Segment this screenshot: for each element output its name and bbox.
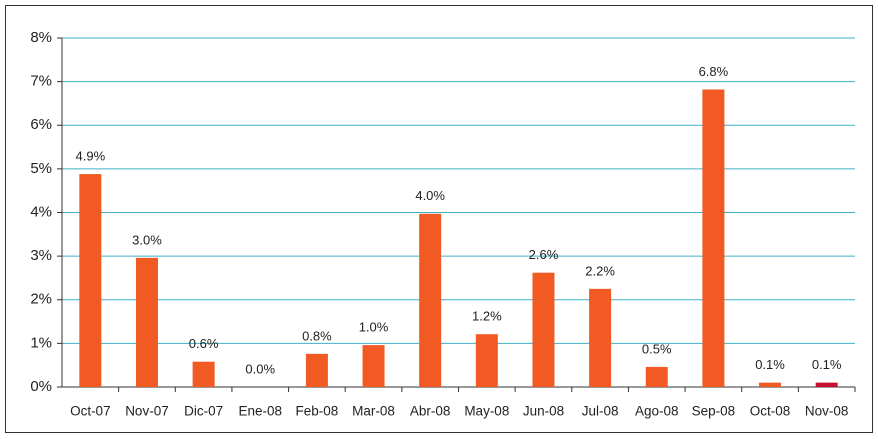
value-label: 0.1%: [812, 357, 842, 372]
y-tick-label: 8%: [30, 29, 52, 46]
value-label: 0.0%: [245, 361, 275, 376]
value-label: 1.0%: [359, 320, 389, 335]
x-tick-label: Ago-08: [635, 404, 679, 419]
value-label: 6.8%: [699, 64, 729, 79]
bar: [135, 257, 158, 387]
x-tick-label: Jun-08: [523, 404, 564, 419]
bar: [305, 353, 328, 387]
bar: [475, 334, 498, 387]
bar: [645, 366, 668, 387]
y-tick-label: 7%: [30, 73, 52, 90]
x-tick-label: Dic-07: [184, 404, 223, 419]
bar: [419, 213, 442, 387]
value-label: 0.5%: [642, 341, 672, 356]
bar: [79, 174, 102, 387]
value-label: 3.0%: [132, 232, 162, 247]
x-tick-label: Sep-08: [692, 404, 736, 419]
y-tick-label: 0%: [30, 378, 52, 395]
x-tick-label: Oct-07: [70, 404, 111, 419]
y-tick-label: 2%: [30, 291, 52, 308]
value-label: 4.9%: [76, 149, 106, 164]
bar: [362, 345, 385, 387]
bar: [702, 89, 725, 387]
value-label: 0.8%: [302, 328, 332, 343]
x-tick-label: Nov-07: [125, 404, 169, 419]
value-label: 1.2%: [472, 309, 502, 324]
bar: [532, 272, 555, 387]
x-tick-label: Ene-08: [238, 404, 282, 419]
y-tick-label: 6%: [30, 116, 52, 133]
x-tick-label: May-08: [464, 404, 509, 419]
value-label: 0.1%: [755, 357, 785, 372]
bar: [192, 361, 215, 387]
bar: [589, 288, 612, 387]
y-tick-label: 3%: [30, 247, 52, 264]
bar: [759, 382, 782, 387]
value-label: 4.0%: [415, 188, 445, 203]
x-tick-label: Oct-08: [750, 404, 791, 419]
x-tick-label: Feb-08: [296, 404, 339, 419]
y-tick-label: 5%: [30, 160, 52, 177]
x-tick-label: Abr-08: [410, 404, 451, 419]
bar: [815, 382, 838, 387]
x-tick-label: Nov-08: [805, 404, 849, 419]
value-label: 2.2%: [585, 263, 615, 278]
value-label: 0.6%: [189, 336, 219, 351]
y-tick-label: 4%: [30, 203, 52, 220]
y-tick-label: 1%: [30, 334, 52, 351]
x-tick-label: Mar-08: [352, 404, 395, 419]
x-tick-label: Jul-08: [582, 404, 619, 419]
value-label: 2.6%: [529, 247, 559, 262]
